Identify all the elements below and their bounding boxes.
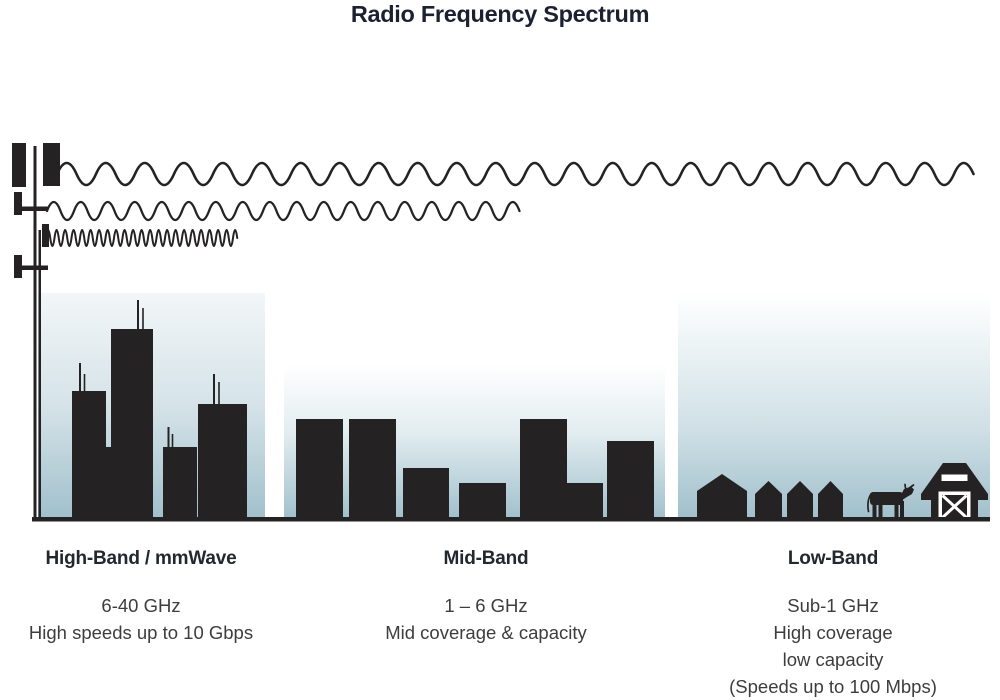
skyscraper-3 bbox=[163, 447, 197, 518]
lowband-description-3: (Speeds up to 100 Mbps) bbox=[729, 676, 937, 697]
cell-tower-mast bbox=[33, 146, 37, 518]
mid-building-2 bbox=[349, 419, 396, 518]
mid-building-4 bbox=[459, 483, 506, 518]
highband-skyline bbox=[72, 300, 247, 518]
mid-frequency-wave bbox=[45, 200, 521, 222]
mid-building-6 bbox=[567, 483, 603, 518]
midband-skyline bbox=[296, 419, 654, 518]
cell-tower bbox=[12, 143, 60, 518]
lowband-frequency: Sub-1 GHz bbox=[787, 595, 879, 616]
lowband-scene bbox=[697, 463, 988, 519]
antenna-panel-low bbox=[14, 255, 22, 278]
cell-tower-cable bbox=[38, 230, 41, 518]
lowband-label-group: Low-Band Sub-1 GHz High coverage low cap… bbox=[683, 548, 983, 700]
midband-sky-gradient bbox=[284, 293, 665, 518]
radio-waves bbox=[45, 161, 975, 247]
low-frequency-wave bbox=[55, 161, 975, 187]
midband-frequency: 1 – 6 GHz bbox=[444, 595, 528, 616]
mid-building-3 bbox=[403, 468, 449, 518]
house-icon-1 bbox=[697, 474, 747, 518]
barn-icon bbox=[921, 463, 988, 519]
house-icon-3 bbox=[787, 481, 813, 518]
high-frequency-wave bbox=[45, 229, 239, 247]
barn-loft-vent bbox=[941, 474, 968, 481]
midband-label-group: Mid-Band 1 – 6 GHz Mid coverage & capaci… bbox=[336, 548, 636, 646]
lowband-description-1: High coverage bbox=[773, 622, 893, 643]
house-icon-4 bbox=[818, 481, 843, 518]
skyscraper-1 bbox=[72, 391, 106, 518]
antenna-panel-top-right bbox=[43, 143, 60, 186]
house-icon-2 bbox=[755, 481, 782, 518]
barn-door-cross bbox=[941, 494, 968, 519]
antenna-panel-mid bbox=[14, 192, 22, 215]
lowband-description-2: low capacity bbox=[782, 649, 884, 670]
mid-building-1 bbox=[296, 419, 343, 518]
mid-building-5 bbox=[520, 419, 567, 518]
cow-icon bbox=[867, 483, 915, 518]
highband-frequency: 6-40 GHz bbox=[101, 595, 181, 616]
antenna-panel-top-left bbox=[12, 143, 26, 187]
highband-label-group: High-Band / mmWave 6-40 GHz High speeds … bbox=[10, 548, 272, 646]
highband-description: High speeds up to 10 Gbps bbox=[28, 622, 254, 643]
highband-heading: High-Band / mmWave bbox=[45, 548, 237, 569]
tower-crossarm-upper bbox=[15, 206, 48, 211]
ground-line bbox=[32, 517, 990, 522]
mid-building-7 bbox=[607, 441, 654, 518]
skyscraper-4 bbox=[198, 404, 247, 518]
midband-heading: Mid-Band bbox=[443, 548, 529, 569]
page-title: Radio Frequency Spectrum bbox=[350, 1, 650, 27]
skyscraper-2-tallest bbox=[111, 329, 153, 518]
midband-description: Mid coverage & capacity bbox=[385, 622, 587, 643]
tower-crossarm-lower bbox=[15, 265, 48, 270]
lowband-heading: Low-Band bbox=[787, 548, 879, 569]
skyscraper-connector bbox=[106, 447, 111, 518]
